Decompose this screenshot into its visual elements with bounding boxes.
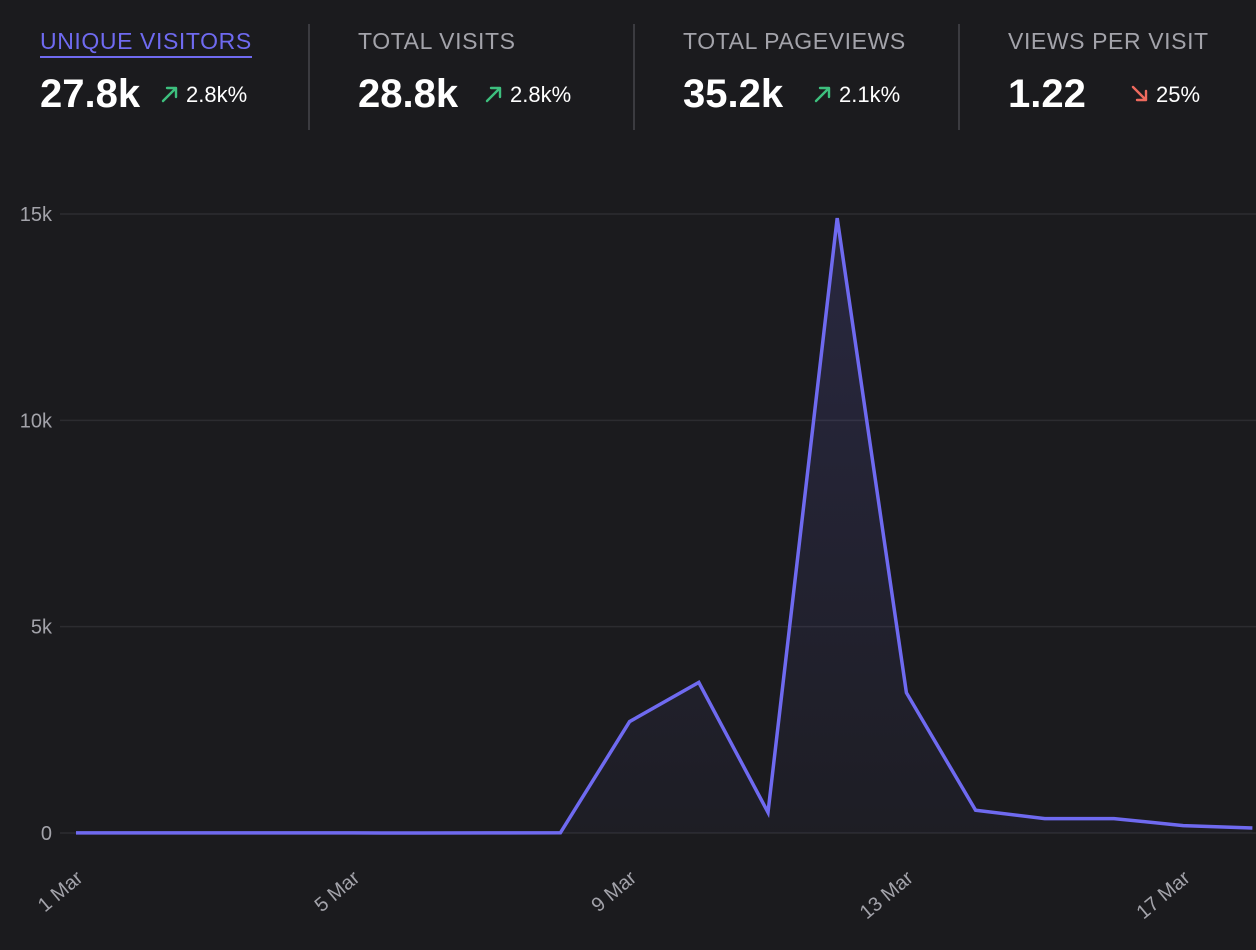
stat-value: 35.2k <box>683 72 784 116</box>
y-tick-label: 15k <box>20 204 53 226</box>
stat-divider <box>308 24 310 130</box>
stat-change: 2.8k% <box>160 82 247 108</box>
arrow-up-right-icon <box>814 86 831 103</box>
stat-value: 1.22 <box>1008 72 1086 116</box>
series-area <box>76 218 1253 834</box>
y-tick-label: 0 <box>41 823 52 845</box>
stat-change-value: 2.8k% <box>510 82 572 107</box>
stat-label: TOTAL PAGEVIEWS <box>683 28 906 54</box>
stat-label: TOTAL VISITS <box>358 28 516 54</box>
stat-change: 2.8k% <box>484 82 571 108</box>
stat-label: VIEWS PER VISIT <box>1008 28 1209 54</box>
stat-value: 27.8k <box>40 72 141 116</box>
x-tick-label: 17 Mar <box>1133 867 1195 924</box>
stat-views-per-visit[interactable]: VIEWS PER VISIT 1.22 25% <box>1008 24 1248 130</box>
x-tick-label: 5 Mar <box>311 867 365 917</box>
stat-divider <box>958 24 960 130</box>
y-tick-label: 10k <box>20 410 53 432</box>
stat-change-value: 25% <box>1156 82 1201 107</box>
series-line <box>76 217 1253 835</box>
stat-unique-visitors[interactable]: UNIQUE VISITORS 27.8k 2.8k% <box>40 24 280 130</box>
stat-total-visits[interactable]: TOTAL VISITS 28.8k 2.8k% <box>358 24 608 130</box>
x-tick-label: 9 Mar <box>588 867 642 917</box>
stat-change-value: 2.1k% <box>839 82 901 107</box>
arrow-up-right-icon <box>161 86 178 103</box>
stat-change: 25% <box>1130 82 1200 108</box>
y-tick-label: 5k <box>31 617 53 639</box>
arrow-down-right-icon <box>1131 85 1148 102</box>
stat-change: 2.1k% <box>813 82 900 108</box>
arrow-up-right-icon <box>485 86 502 103</box>
x-tick-label: 1 Mar <box>34 867 88 917</box>
stat-divider <box>633 24 635 130</box>
stat-total-pageviews[interactable]: TOTAL PAGEVIEWS 35.2k 2.1k% <box>683 24 933 130</box>
stat-label: UNIQUE VISITORS <box>40 28 252 58</box>
stat-value: 28.8k <box>358 72 459 116</box>
stats-bar: UNIQUE VISITORS 27.8k 2.8k% TOTAL VISITS… <box>0 0 1256 140</box>
x-tick-label: 13 Mar <box>856 867 918 924</box>
stat-change-value: 2.8k% <box>186 82 248 107</box>
